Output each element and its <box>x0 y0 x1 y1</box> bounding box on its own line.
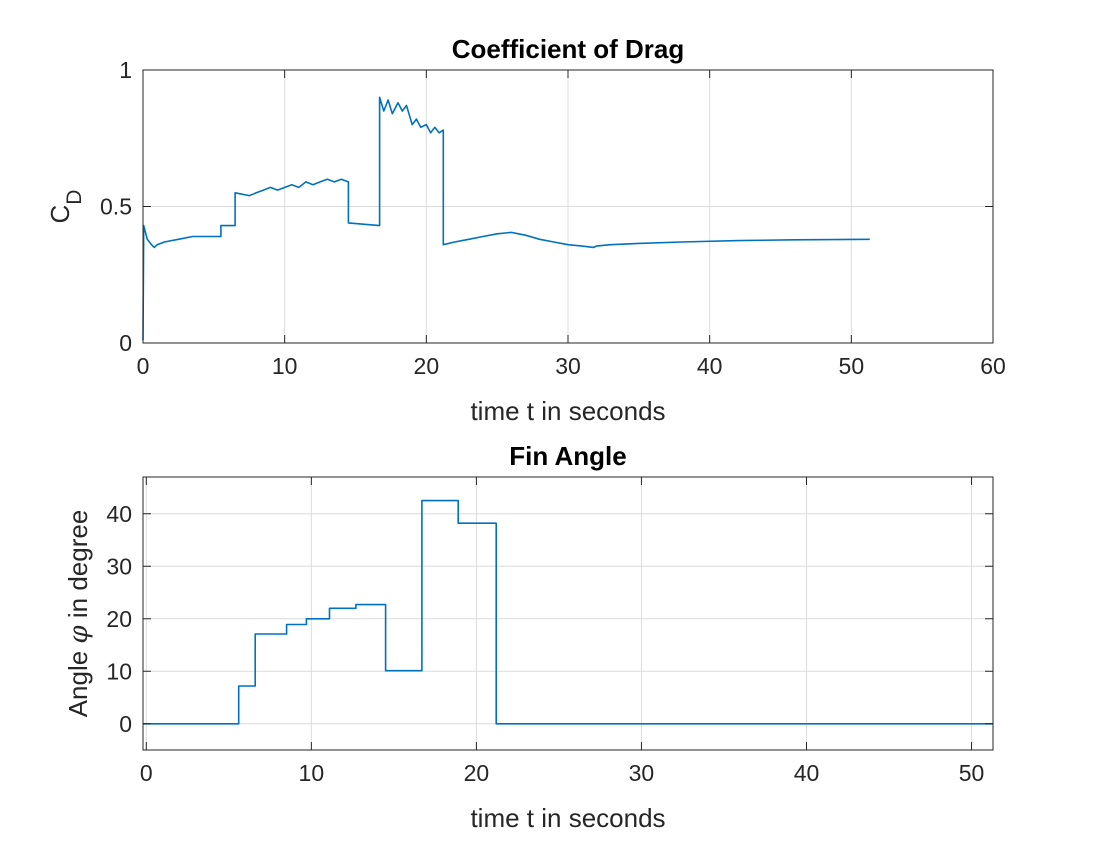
x-tick-label: 40 <box>697 353 723 379</box>
y-tick-label: 0.5 <box>100 194 132 220</box>
plot-frame <box>142 476 994 751</box>
y-tick-label: 10 <box>106 658 132 684</box>
plot-gridlines <box>142 69 994 344</box>
drag-coefficient-series <box>142 96 870 341</box>
drag-coefficient-plot: 0 10 20 30 40 50 60 0 0.5 1 Coefficient of Drag t… <box>45 34 1006 426</box>
fin-angle-plot: 0 10 20 30 40 50 0 10 20 30 40 Fin Angle time t in… <box>63 441 994 833</box>
y-axis-label: CD <box>45 190 86 224</box>
x-tick-label: 0 <box>137 353 150 379</box>
y-axis-label: Angle φ in degree <box>63 510 94 718</box>
fin-angle-series <box>143 499 993 725</box>
plot-gridlines <box>143 477 993 750</box>
y-axis-label-phi: φ <box>64 625 94 644</box>
y-axis-label-subscript: D <box>63 190 86 205</box>
plot-title: Coefficient of Drag <box>452 34 685 64</box>
y-tick-label: 40 <box>106 501 132 527</box>
x-tick-label: 50 <box>839 353 865 379</box>
x-tick-label: 0 <box>140 760 153 786</box>
x-tick-label: 50 <box>959 760 985 786</box>
plot-title: Fin Angle <box>509 441 626 471</box>
y-axis-label-part: in degree <box>63 510 93 626</box>
x-axis-label: time t in seconds <box>470 803 665 833</box>
y-axis-label-part: Angle <box>63 644 93 718</box>
x-tick-label: 20 <box>464 760 490 786</box>
y-axis-label-main: C <box>45 205 75 224</box>
x-tick-label: 40 <box>794 760 820 786</box>
y-tick-label: 30 <box>106 553 132 579</box>
x-axis-label: time t in seconds <box>470 396 665 426</box>
y-tick-label: 0 <box>119 711 132 737</box>
y-tick-label: 1 <box>119 57 132 83</box>
x-tick-label: 60 <box>980 353 1006 379</box>
x-tick-label: 20 <box>414 353 440 379</box>
y-tick-label: 0 <box>119 330 132 356</box>
x-tick-label: 10 <box>272 353 298 379</box>
x-tick-label: 30 <box>555 353 581 379</box>
x-tick-label: 30 <box>629 760 655 786</box>
y-tick-label: 20 <box>106 606 132 632</box>
x-tick-label: 10 <box>299 760 325 786</box>
tick-labels: 0 10 20 30 40 50 0 10 20 30 40 <box>106 477 993 786</box>
tick-labels: 0 10 20 30 40 50 60 0 0.5 1 <box>100 57 1006 379</box>
